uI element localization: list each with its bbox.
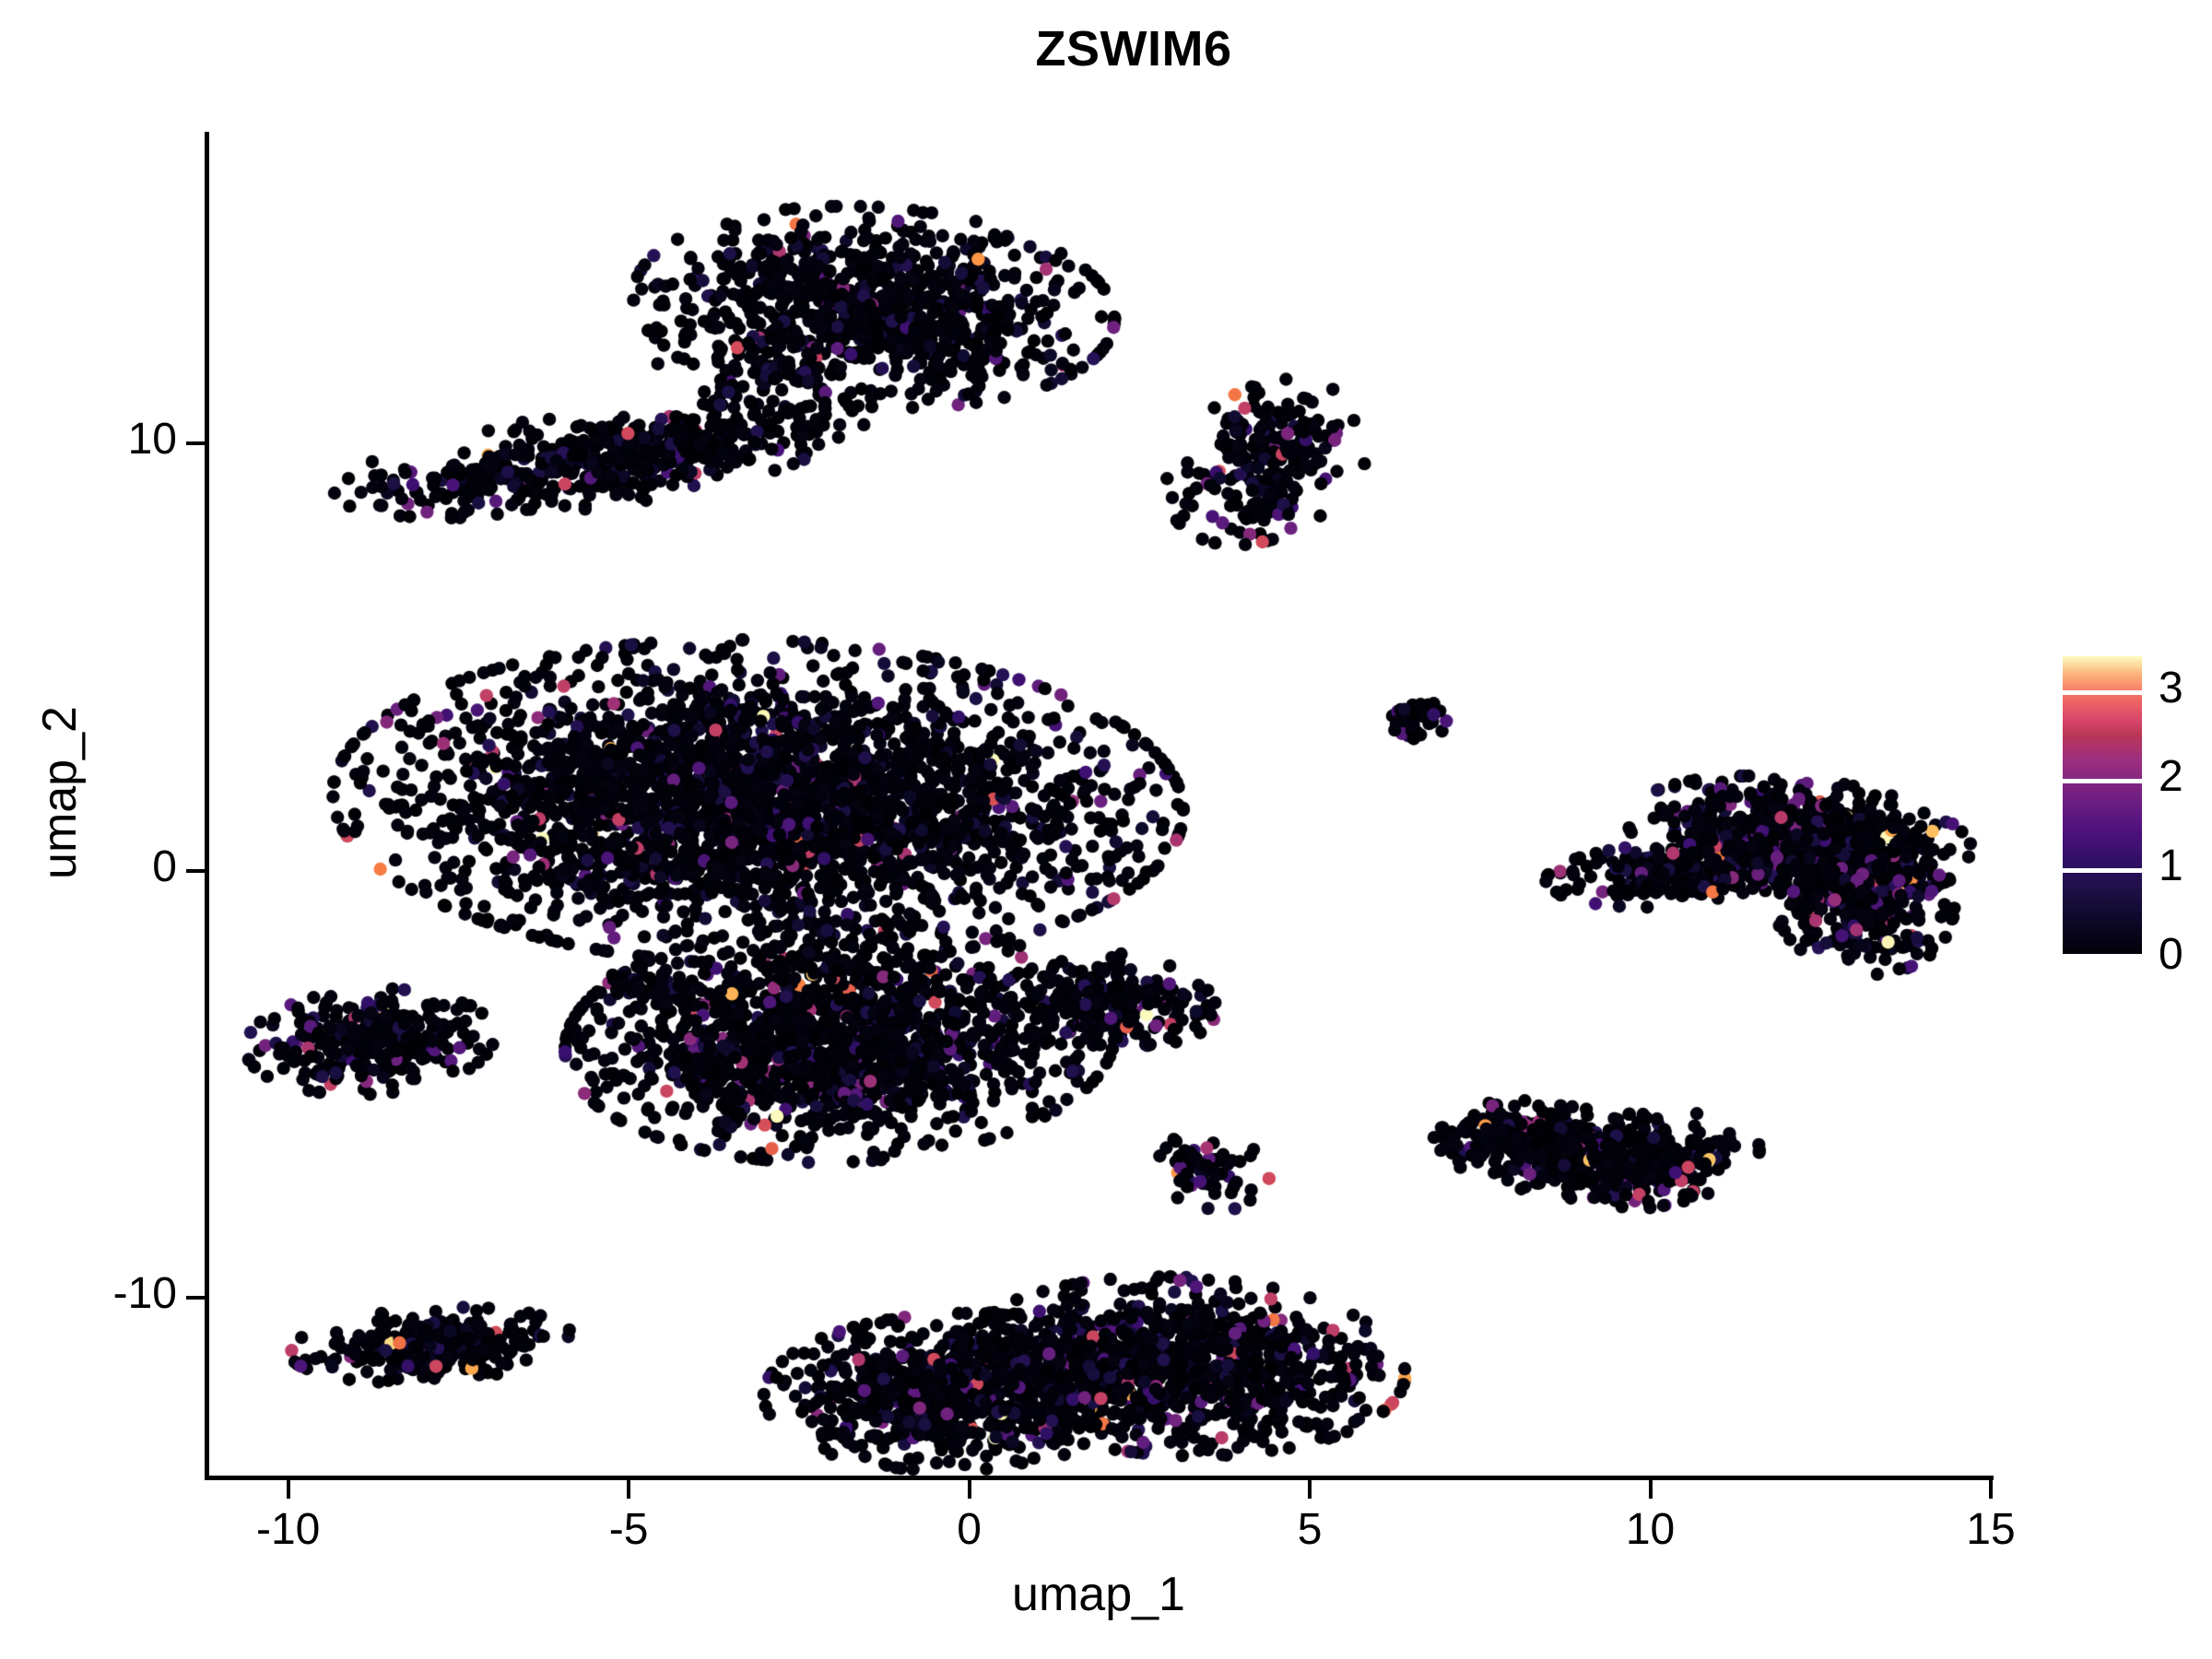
y-tick-mark [186,1296,205,1300]
page-title: ZSWIM6 [1035,21,1232,76]
y-tick-label: -10 [112,1269,177,1319]
colorbar-tick-label: 2 [2159,752,2183,802]
x-tick-label: 5 [1297,1505,1323,1554]
colorbar-tick-label: 1 [2159,841,2183,890]
y-tick-mark [186,868,205,873]
x-axis-spine [205,1476,1994,1480]
x-tick-mark [1648,1480,1653,1499]
x-tick-label: -5 [608,1505,649,1554]
y-tick-mark [186,441,205,446]
colorbar-gradient [2063,656,2142,959]
colorbar-tick-mark [2063,867,2142,873]
x-tick-mark [967,1480,971,1499]
x-axis-label: umap_1 [1012,1568,1185,1621]
x-tick-mark [627,1480,631,1499]
x-tick-label: -10 [255,1505,321,1554]
x-tick-mark [1308,1480,1312,1499]
y-tick-label: 0 [152,841,177,891]
x-tick-label: 0 [957,1505,982,1554]
colorbar-tick-label: 3 [2159,663,2183,712]
colorbar-tick-mark [2063,779,2142,784]
colorbar-tick-mark [2063,689,2142,695]
y-tick-label: 10 [127,415,177,465]
x-tick-label: 10 [1625,1505,1676,1554]
plot-area [206,132,1991,1477]
scatter-plot-canvas [206,132,1991,1477]
x-tick-mark [1989,1480,1993,1499]
x-tick-label: 15 [1966,1505,2016,1554]
colorbar-tick-label: 0 [2159,930,2183,979]
y-axis-label: umap_2 [33,706,87,879]
x-tick-mark [286,1480,290,1499]
colorbar-tick-mark [2063,954,2142,959]
